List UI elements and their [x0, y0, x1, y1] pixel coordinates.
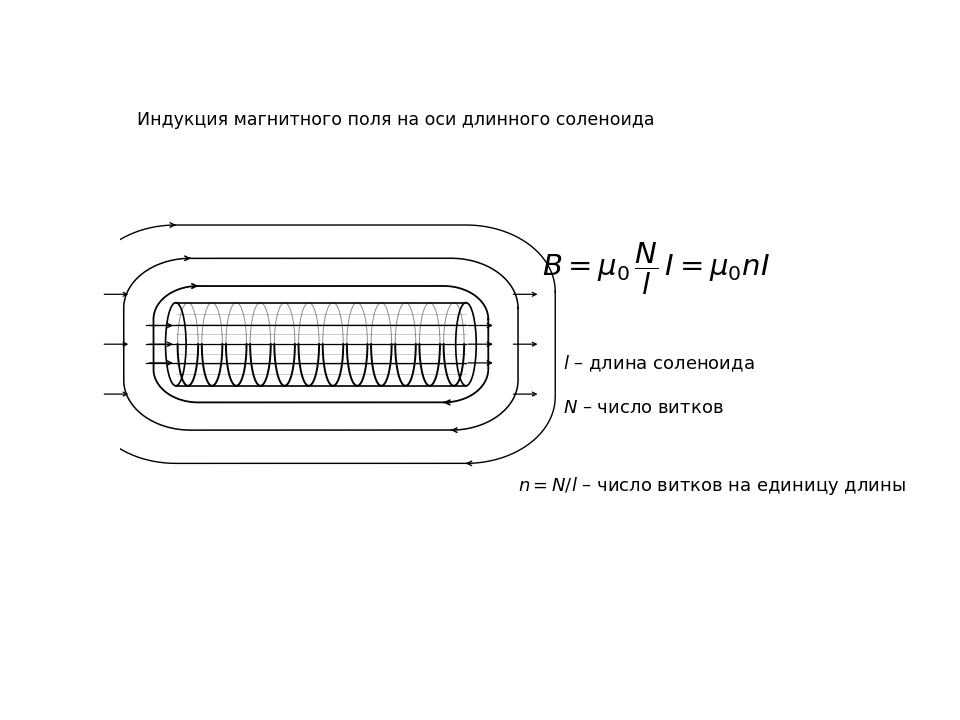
Text: $\mathit{n=N/l}$ – число витков на единицу длины: $\mathit{n=N/l}$ – число витков на едини… [518, 474, 906, 497]
Text: Индукция магнитного поля на оси длинного соленоида: Индукция магнитного поля на оси длинного… [136, 112, 654, 130]
Text: $\mathit{B} = \mu_0\,\dfrac{N}{l}\,\mathit{I} = \mu_0 n\mathit{I}$: $\mathit{B} = \mu_0\,\dfrac{N}{l}\,\math… [541, 241, 770, 297]
Text: $\mathit{N}$ – число витков: $\mathit{N}$ – число витков [563, 399, 723, 417]
Text: $\mathit{l}$ – длина соленоида: $\mathit{l}$ – длина соленоида [563, 354, 755, 374]
